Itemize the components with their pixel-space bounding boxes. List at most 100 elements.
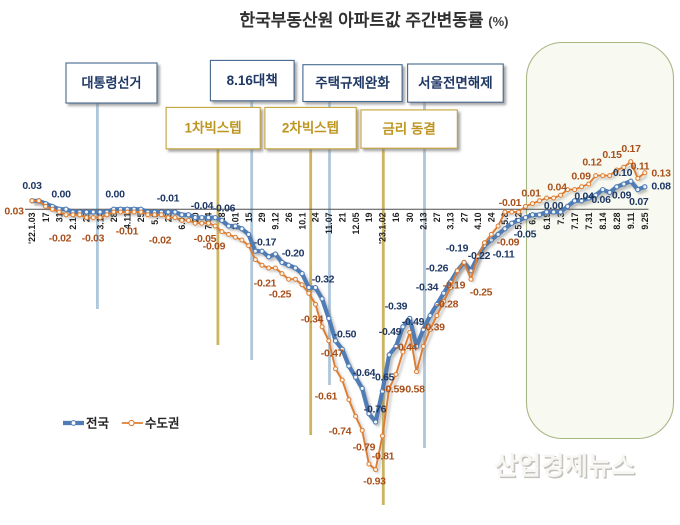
svg-text:8.28: 8.28 [612,212,622,229]
svg-text:-0.01: -0.01 [157,193,180,205]
svg-text:31: 31 [54,212,64,222]
svg-text:0.03: 0.03 [22,180,42,192]
svg-text:-0.76: -0.76 [364,404,387,416]
svg-text:금리 동결: 금리 동결 [382,121,435,137]
svg-text:0.15: 0.15 [602,149,622,161]
svg-text:0.07: 0.07 [629,196,649,208]
svg-text:-0.47: -0.47 [321,348,344,360]
svg-text:-0.09: -0.09 [203,241,226,253]
svg-text:-0.01: -0.01 [499,197,522,209]
svg-text:-0.49: -0.49 [379,326,402,338]
svg-text:12.05: 12.05 [351,212,361,234]
svg-text:21: 21 [337,212,347,222]
svg-text:7.3: 7.3 [556,212,566,224]
svg-text:5.8: 5.8 [500,212,510,224]
svg-text:9.12: 9.12 [271,212,281,229]
svg-text:한국부동산원 아파트값 주간변동률 (%): 한국부동산원 아파트값 주간변동률 (%) [240,11,509,30]
svg-text:산업경제뉴스: 산업경제뉴스 [494,453,635,481]
svg-text:'23.1.02: '23.1.02 [378,212,388,244]
svg-text:-0.34: -0.34 [416,282,439,294]
svg-text:-0.03: -0.03 [82,233,105,245]
svg-text:10.1: 10.1 [297,212,307,229]
svg-text:0.11: 0.11 [631,161,650,173]
svg-text:서울전면해제: 서울전면해제 [418,75,493,91]
svg-text:-0.02: -0.02 [49,233,72,245]
svg-text:-0.79: -0.79 [353,442,376,454]
svg-text:0.13: 0.13 [651,168,671,180]
svg-text:6.19: 6.19 [542,212,552,229]
svg-text:9.11: 9.11 [626,212,636,229]
svg-text:29: 29 [257,212,267,222]
svg-text:16: 16 [391,212,401,222]
svg-text:-0.01: -0.01 [116,226,139,238]
svg-text:-0.93: -0.93 [363,476,386,488]
svg-text:0.04: 0.04 [547,182,567,194]
svg-text:주택규제완화: 주택규제완화 [315,75,390,91]
svg-text:-0.34: -0.34 [301,313,324,325]
svg-text:15: 15 [244,212,254,222]
svg-text:9.25: 9.25 [640,212,650,229]
svg-text:-0.05: -0.05 [194,233,217,245]
svg-text:6.5: 6.5 [528,212,538,224]
svg-text:전국: 전국 [86,416,110,431]
svg-text:-0.21: -0.21 [254,278,277,290]
svg-text:-0.64: -0.64 [353,367,376,379]
svg-text:-0.32: -0.32 [312,274,335,286]
svg-text:-0.44: -0.44 [395,342,418,354]
svg-text:1차빅스텝: 1차빅스텝 [184,121,241,136]
svg-text:4.10: 4.10 [473,212,483,229]
svg-text:28: 28 [109,212,119,222]
svg-text:11.07: 11.07 [324,212,334,234]
svg-text:-0.09: -0.09 [497,237,520,249]
svg-text:24: 24 [487,212,497,222]
svg-text:수도권: 수도권 [145,417,180,431]
svg-text:0.17: 0.17 [621,143,641,155]
svg-text:-0.17: -0.17 [254,237,277,249]
svg-text:0.06: 0.06 [591,194,611,206]
svg-text:-0.06: -0.06 [213,203,236,215]
svg-text:7.17: 7.17 [570,212,580,229]
svg-text:0.04: 0.04 [574,191,594,203]
svg-text:-0.05: -0.05 [514,229,537,241]
svg-text:-0.50: -0.50 [334,329,357,341]
svg-text:-0.22: -0.22 [468,250,491,262]
svg-text:-0.49: -0.49 [402,316,425,328]
svg-text:25: 25 [136,212,146,222]
svg-text:27: 27 [459,212,469,222]
svg-text:-0.02: -0.02 [149,235,172,247]
svg-text:26: 26 [284,212,294,222]
svg-text:-0.74: -0.74 [329,426,352,438]
svg-text:산업경제뉴스: 산업경제뉴스 [496,454,637,482]
svg-text:3.13: 3.13 [446,212,456,229]
svg-text:-0.61: -0.61 [315,391,338,403]
svg-text:-0.39: -0.39 [385,301,408,313]
svg-text:8.14: 8.14 [598,212,608,229]
svg-text:0.00: 0.00 [105,189,125,201]
svg-text:4.11: 4.11 [123,212,133,229]
svg-text:0.03: 0.03 [4,206,24,218]
svg-text:-0.26: -0.26 [426,263,449,275]
svg-text:0.09: 0.09 [571,171,591,183]
svg-text:-0.25: -0.25 [470,287,493,299]
svg-text:'22.1.03: '22.1.03 [27,212,37,244]
svg-text:-0.19: -0.19 [446,243,469,255]
svg-text:18: 18 [217,212,227,222]
svg-text:-0.11: -0.11 [493,249,515,261]
svg-text:3.14: 3.14 [95,212,105,229]
svg-text:-0.28: -0.28 [436,299,459,311]
svg-text:0.12: 0.12 [582,157,602,169]
svg-text:-0.58: -0.58 [402,384,425,396]
svg-text:-0.04: -0.04 [191,200,214,212]
svg-text:17: 17 [41,212,51,222]
svg-text:-0.19: -0.19 [443,280,466,292]
svg-text:30: 30 [405,212,415,222]
svg-text:24: 24 [311,212,321,222]
svg-text:2.13: 2.13 [419,212,429,229]
svg-text:0.08: 0.08 [651,181,671,193]
svg-text:2.14: 2.14 [68,212,78,229]
svg-text:0.09: 0.09 [612,189,632,201]
svg-text:-0.20: -0.20 [282,248,305,260]
svg-text:5.9: 5.9 [150,212,160,224]
svg-text:0.00: 0.00 [544,200,564,212]
svg-text:-0.25: -0.25 [269,289,292,301]
